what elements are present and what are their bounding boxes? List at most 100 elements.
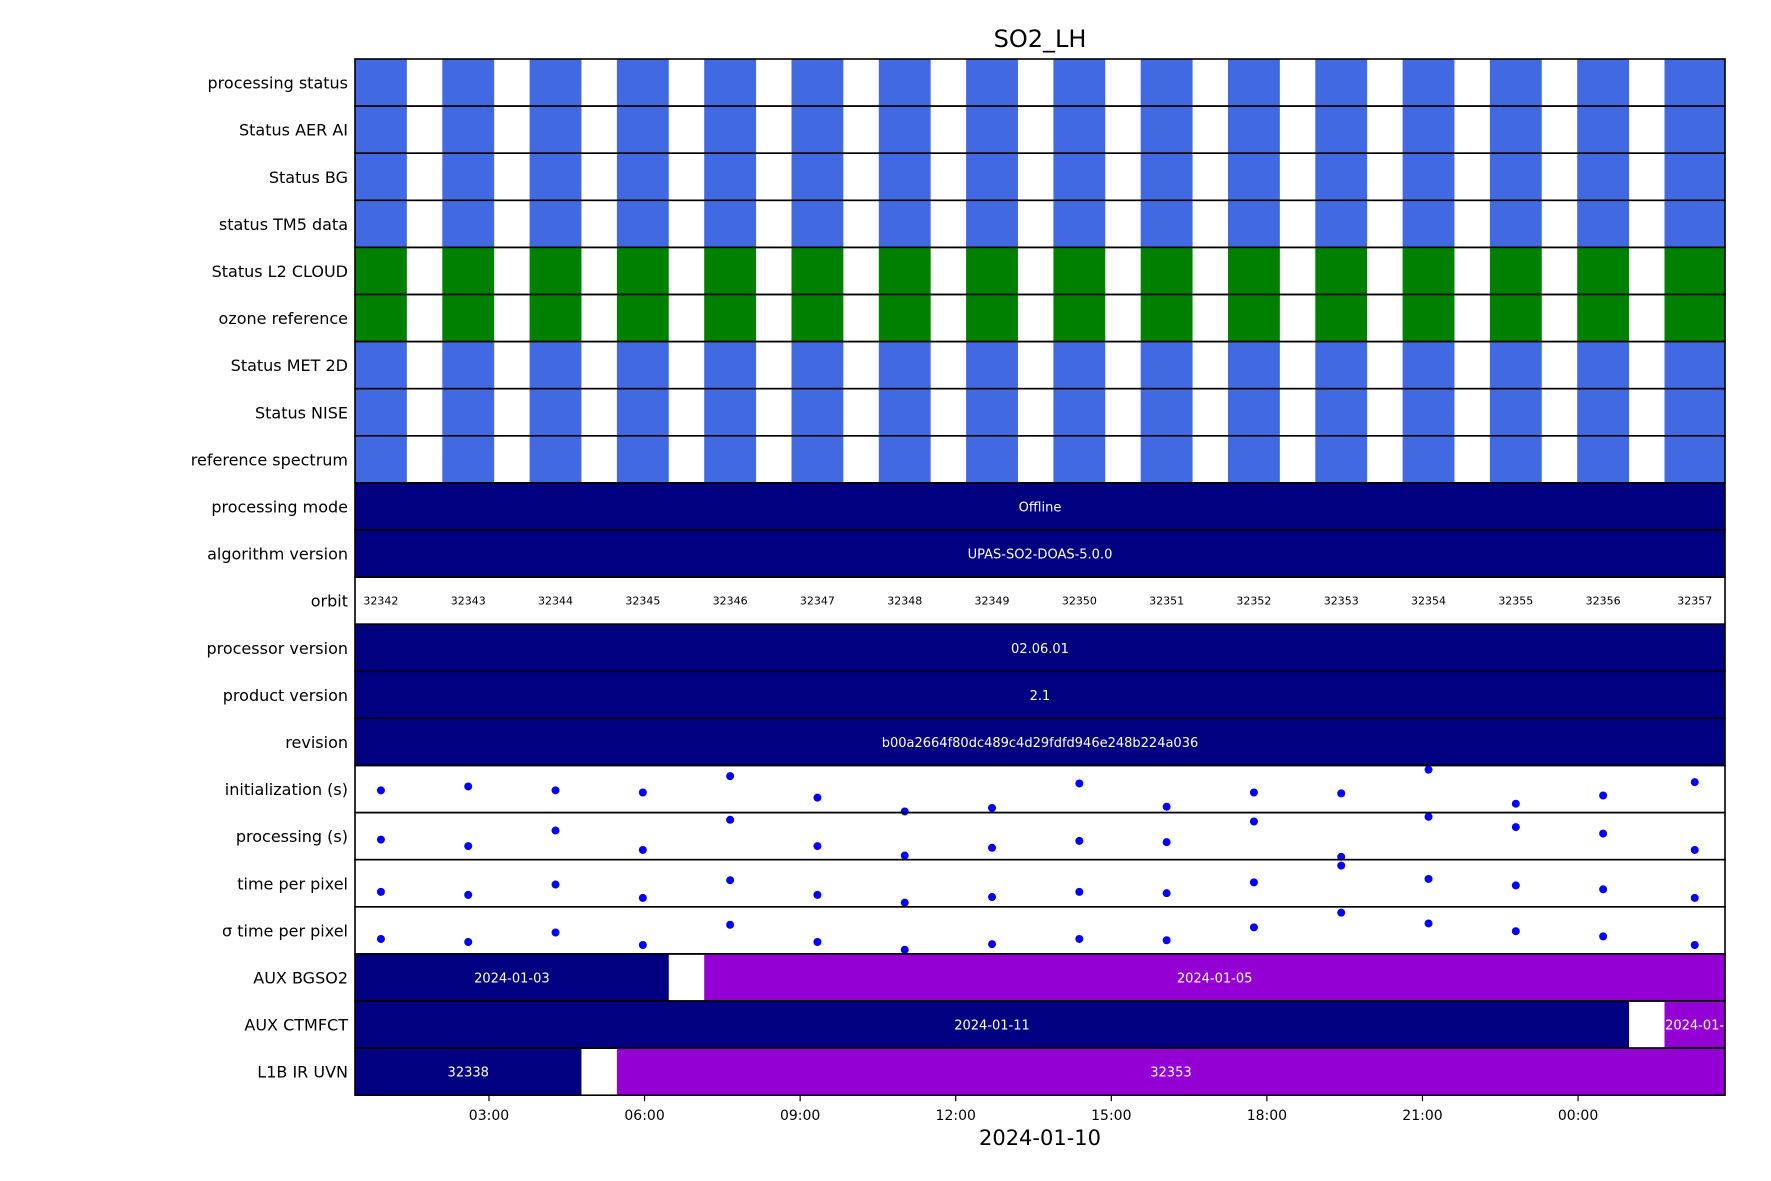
row-label: AUX BGSO2 xyxy=(253,968,348,987)
status-bar-32353 xyxy=(1315,153,1368,201)
scatter-point-32352 xyxy=(1249,817,1258,826)
status-bar-32352 xyxy=(1227,341,1280,389)
status-bar-32357 xyxy=(1664,59,1725,107)
status-bar-32357 xyxy=(1664,106,1725,154)
row-time-per-pixel: time per pixel xyxy=(237,858,1726,908)
status-bar-32356 xyxy=(1577,59,1630,107)
scatter-point-32354 xyxy=(1424,874,1433,883)
row-initialization-s: initialization (s) xyxy=(225,764,1726,816)
row-time-per-pixel: σ time per pixel xyxy=(222,905,1726,955)
row-label: Status BG xyxy=(269,168,348,187)
scatter-point-32355 xyxy=(1511,799,1520,808)
status-bar-32352 xyxy=(1227,153,1280,201)
row-label: L1B IR UVN xyxy=(257,1063,348,1082)
scatter-point-32353 xyxy=(1337,861,1346,870)
status-bar-32344 xyxy=(529,200,582,248)
status-bar-32349 xyxy=(966,153,1018,201)
status-bar-32350 xyxy=(1053,247,1106,295)
status-bar-32356 xyxy=(1577,106,1630,154)
status-bar-32348 xyxy=(878,294,931,342)
status-bar-32355 xyxy=(1489,341,1542,389)
row-product-version: product version 2.1 xyxy=(223,670,1726,720)
status-bar-32354 xyxy=(1402,153,1455,201)
row-label: time per pixel xyxy=(237,874,348,893)
status-bar-32346 xyxy=(704,247,757,295)
row-status-tm5-data: status TM5 data xyxy=(219,199,1726,249)
scatter-point-32347 xyxy=(813,937,822,946)
constant-bar xyxy=(355,530,1725,578)
scatter-point-32344 xyxy=(551,880,560,889)
status-bar-32349 xyxy=(966,106,1018,154)
status-bar-32347 xyxy=(791,247,844,295)
status-bar-32357 xyxy=(1664,294,1725,342)
scatter-point-32350 xyxy=(1075,887,1084,896)
status-bar-32348 xyxy=(878,435,931,483)
status-bar-32354 xyxy=(1402,247,1455,295)
aux-segment xyxy=(616,1048,1725,1096)
status-bar-32346 xyxy=(704,200,757,248)
constant-bar xyxy=(355,671,1725,719)
constant-bar-label: UPAS-SO2-DOAS-5.0.0 xyxy=(968,548,1113,563)
scatter-point-32350 xyxy=(1075,934,1084,943)
status-bar-32353 xyxy=(1315,435,1368,483)
status-bar-32353 xyxy=(1315,106,1368,154)
status-bar-32351 xyxy=(1140,388,1193,436)
status-bar-32342 xyxy=(355,106,407,154)
status-bar-32356 xyxy=(1577,388,1630,436)
scatter-point-32355 xyxy=(1511,927,1520,936)
status-bar-32345 xyxy=(616,106,669,154)
status-bar-32347 xyxy=(791,106,844,154)
status-bar-32352 xyxy=(1227,200,1280,248)
x-tick-label: 12:00 xyxy=(936,1108,976,1124)
status-bar-32344 xyxy=(529,388,582,436)
status-bar-32346 xyxy=(704,294,757,342)
row-border xyxy=(354,1047,1726,1096)
scatter-point-32343 xyxy=(464,782,473,791)
status-bar-32342 xyxy=(355,341,407,389)
status-bar-32349 xyxy=(966,247,1018,295)
status-bar-32347 xyxy=(791,388,844,436)
status-bar-32348 xyxy=(878,388,931,436)
aux-segment-label: 32338 xyxy=(448,1066,489,1081)
status-bar-32342 xyxy=(355,388,407,436)
status-bar-32346 xyxy=(704,106,757,154)
status-bar-32353 xyxy=(1315,388,1368,436)
orbit-label-32342: 32342 xyxy=(363,595,398,608)
status-bar-32342 xyxy=(355,247,407,295)
row-label: Status MET 2D xyxy=(231,356,348,375)
x-tick-label: 03:00 xyxy=(469,1108,509,1124)
scatter-point-32357 xyxy=(1690,893,1699,902)
status-bar-32353 xyxy=(1315,247,1368,295)
status-bar-32343 xyxy=(442,247,495,295)
scatter-point-32357 xyxy=(1690,845,1699,854)
status-bar-32351 xyxy=(1140,106,1193,154)
orbit-label-32354: 32354 xyxy=(1411,595,1446,608)
scatter-point-32348 xyxy=(900,945,909,954)
status-bar-32357 xyxy=(1664,200,1725,248)
status-bar-32357 xyxy=(1664,435,1725,483)
status-bar-32345 xyxy=(616,294,669,342)
row-label: status TM5 data xyxy=(219,215,348,234)
scatter-point-32343 xyxy=(464,890,473,899)
scatter-point-32347 xyxy=(813,842,822,851)
status-bar-32342 xyxy=(355,200,407,248)
status-bar-32345 xyxy=(616,341,669,389)
status-bar-32349 xyxy=(966,435,1018,483)
scatter-point-32355 xyxy=(1511,823,1520,832)
status-bar-32344 xyxy=(529,106,582,154)
scatter-point-32352 xyxy=(1249,878,1258,887)
scatter-point-32346 xyxy=(726,772,735,781)
scatter-point-32348 xyxy=(900,851,909,860)
status-bar-32356 xyxy=(1577,435,1630,483)
scatter-point-32344 xyxy=(551,928,560,937)
scatter-point-32351 xyxy=(1162,802,1171,811)
status-bar-32353 xyxy=(1315,59,1368,107)
status-bar-32345 xyxy=(616,59,669,107)
scatter-point-32357 xyxy=(1690,778,1699,787)
status-bar-32351 xyxy=(1140,435,1193,483)
scatter-point-32346 xyxy=(726,920,735,929)
scatter-point-32353 xyxy=(1337,789,1346,798)
status-bar-32346 xyxy=(704,388,757,436)
scatter-point-32356 xyxy=(1599,829,1608,838)
